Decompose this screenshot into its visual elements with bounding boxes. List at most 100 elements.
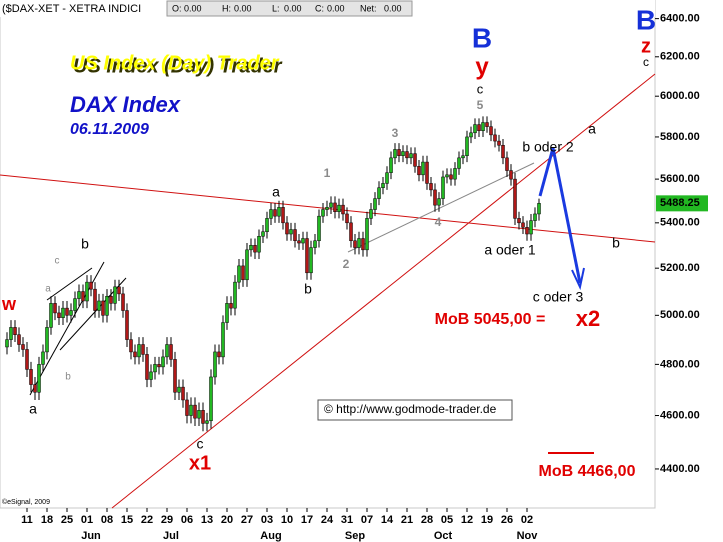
y-tick-label: 5000.00	[660, 309, 700, 321]
annotation: c oder 3	[533, 289, 584, 305]
x-tick-label: 06	[181, 514, 193, 526]
candle-body	[133, 351, 137, 358]
title-shadow: US Index (Day) Trader	[73, 55, 283, 77]
candle-body	[445, 174, 449, 178]
annotation: MoB 4466,00	[539, 463, 636, 480]
candle-body	[45, 327, 49, 353]
annotation: b oder 2	[522, 139, 574, 155]
annotation: a	[29, 401, 37, 417]
candle-body	[365, 218, 369, 251]
candle-body	[177, 386, 181, 393]
candle-body	[125, 310, 129, 340]
quote-label: C:	[315, 3, 324, 13]
candle-body	[337, 204, 341, 212]
candle-body	[81, 291, 85, 302]
x-tick-label: 05	[441, 514, 453, 526]
candle-body	[277, 207, 281, 217]
candle-body	[305, 238, 309, 274]
quote-label: H:	[222, 3, 231, 13]
candle-body	[425, 161, 429, 184]
candle-body	[197, 410, 201, 419]
x-tick-label: 11	[21, 514, 33, 526]
x-tick-label: 19	[481, 514, 493, 526]
annotation: c	[197, 436, 204, 452]
candle-body	[397, 149, 401, 156]
candle-body	[333, 202, 337, 212]
annotation: y	[475, 53, 489, 80]
candle-body	[317, 215, 321, 242]
candle-body	[265, 218, 269, 233]
annotation: 3	[392, 126, 399, 140]
annotation: c	[643, 55, 649, 69]
title: US Index (Day) Trader	[70, 52, 280, 74]
candle-body	[517, 218, 521, 224]
plot-area	[0, 0, 656, 509]
candle-body	[309, 247, 313, 274]
projection-arrow-head	[571, 267, 585, 291]
month-label: Jul	[163, 530, 179, 542]
candles	[5, 116, 541, 432]
annotation: 2	[343, 257, 350, 271]
candle-body	[489, 126, 493, 136]
candle-body	[469, 132, 473, 138]
annotation: B	[636, 4, 656, 35]
month-label: Oct	[434, 530, 453, 542]
x-tick-label: 22	[141, 514, 153, 526]
candle-body	[477, 124, 481, 131]
x-tick-label: 28	[421, 514, 433, 526]
annotation: 4	[435, 215, 442, 229]
x-tick-label: 14	[381, 514, 394, 526]
candle-body	[433, 189, 437, 206]
x-tick-label: 26	[501, 514, 513, 526]
candle-body	[201, 410, 205, 424]
quote-value: 0.00	[384, 3, 402, 13]
candle-body	[273, 209, 277, 217]
x-tick-label: 17	[301, 514, 313, 526]
candle-body	[29, 369, 33, 385]
candle-body	[89, 281, 93, 290]
candle-body	[13, 327, 17, 335]
candle-body	[341, 204, 345, 215]
annotation: a	[45, 284, 51, 295]
projection-arrow	[538, 147, 582, 284]
annotation: b	[612, 235, 620, 251]
copyright: ©eSignal, 2009	[2, 498, 50, 506]
candle-body	[69, 310, 73, 316]
candle-body	[21, 344, 25, 350]
candle-body	[473, 124, 477, 134]
candle-body	[417, 166, 421, 176]
y-tick-label: 5200.00	[660, 262, 700, 274]
candle-body	[429, 183, 433, 191]
candle-body	[173, 359, 177, 393]
x-tick-label: 15	[121, 514, 133, 526]
chart-date: 06.11.2009	[70, 121, 149, 138]
candle-body	[329, 202, 333, 208]
candle-body	[253, 245, 257, 253]
month-label: Sep	[345, 530, 365, 542]
candle-body	[321, 209, 325, 217]
candle-body	[169, 344, 173, 360]
candle-body	[373, 198, 377, 210]
candle-body	[137, 344, 141, 358]
x-tick-label: 07	[361, 514, 373, 526]
last-price-label: 5488.25	[660, 197, 700, 209]
candle-body	[229, 303, 233, 309]
candle-body	[233, 281, 237, 309]
candle-body	[413, 153, 417, 167]
source: © http://www.godmode-trader.de	[324, 402, 497, 416]
x-tick-label: 10	[281, 514, 293, 526]
candle-body	[53, 303, 57, 314]
y-tick-label: 4800.00	[660, 358, 700, 370]
y-tick-label: 6000.00	[660, 90, 700, 102]
candle-body	[513, 178, 517, 219]
candle-body	[533, 213, 537, 221]
y-tick-label: 5800.00	[660, 131, 700, 143]
annotation: 1	[324, 166, 331, 180]
candle-body	[65, 307, 69, 316]
candle-body	[361, 238, 365, 251]
candle-body	[401, 151, 405, 156]
candle-body	[285, 222, 289, 235]
quote-value: 0.00	[284, 3, 302, 13]
candle-body	[185, 399, 189, 416]
